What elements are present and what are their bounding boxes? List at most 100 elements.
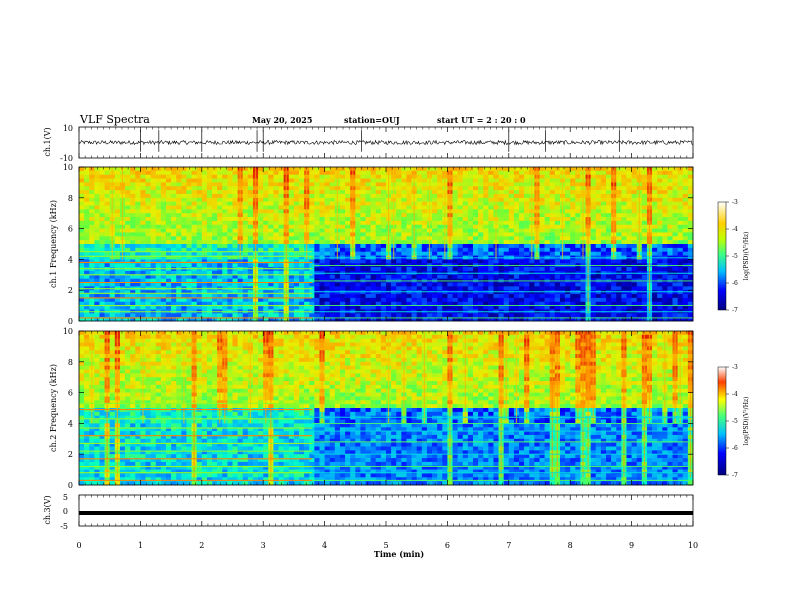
spectrogram-cell <box>565 236 571 241</box>
spectrogram-cell <box>258 244 264 249</box>
spectrogram-cell <box>606 236 612 241</box>
ch1-colorbar-ticks: -3-4-5-6-7 <box>726 199 738 314</box>
spectrogram-cell <box>421 236 428 241</box>
spectrogram-cell <box>350 297 356 303</box>
spectrogram-cell <box>299 182 305 187</box>
spectrogram-cell <box>222 317 228 322</box>
spectrogram-cell <box>570 244 576 249</box>
spectrogram-cell <box>519 301 525 306</box>
spectrogram-cell <box>370 193 377 199</box>
spectrogram-cell <box>667 313 673 318</box>
spectrogram-cell <box>360 301 366 306</box>
spectrogram-cell <box>135 209 141 214</box>
spectrogram-cell <box>396 274 402 279</box>
spectrogram-cell <box>570 182 576 187</box>
spectrogram-cell <box>186 170 192 175</box>
spectrogram-cell <box>119 313 126 318</box>
spectrogram-cell <box>155 297 162 303</box>
spectrogram-cell <box>355 228 361 233</box>
spectrogram-cell <box>135 178 141 183</box>
spectrogram-cell <box>478 286 484 291</box>
spectrogram-cell <box>677 217 684 222</box>
spectrogram-cell <box>570 232 576 237</box>
spectrogram-cell <box>150 170 157 175</box>
spectrogram-cell <box>293 278 300 283</box>
spectrogram-cell <box>181 263 187 268</box>
spectrogram-cell <box>437 193 443 199</box>
spectrogram-cell <box>370 286 377 291</box>
spectrogram-cell <box>370 259 377 264</box>
spectrogram-cell <box>278 167 284 172</box>
spectrogram-cell <box>472 290 479 295</box>
spectrogram-cell <box>513 294 520 299</box>
spectrogram-cell <box>565 294 571 299</box>
spectrogram-cell <box>365 224 371 229</box>
spectrogram-cell <box>380 236 387 241</box>
spectrogram-cell <box>232 255 238 260</box>
spectrogram-cell <box>575 193 581 199</box>
spectrogram-cell <box>595 209 602 214</box>
spectrogram-cell <box>237 259 244 264</box>
spectrogram-cell <box>84 190 90 195</box>
spectrogram-cell <box>513 167 520 172</box>
spectrogram-cell <box>186 205 192 210</box>
spectrogram-cell <box>570 224 576 229</box>
spectrogram-cell <box>672 213 678 218</box>
spectrogram-cell <box>421 170 428 175</box>
spectrogram-cell <box>375 186 382 191</box>
spectrogram-cell <box>524 209 530 214</box>
spectrogram-cell <box>406 259 412 264</box>
spectrogram-cell <box>416 313 423 318</box>
spectrogram-cell <box>682 182 689 187</box>
spectrogram-cell <box>657 193 663 199</box>
spectrogram-cell <box>391 267 397 272</box>
spectrogram-cell <box>606 267 612 272</box>
spectrogram-cell <box>611 290 617 295</box>
spectrogram-cell <box>616 294 622 299</box>
spectrogram-cell <box>186 197 192 202</box>
spectrogram-cell <box>155 263 162 268</box>
spectrogram-cell <box>176 190 182 195</box>
spectrogram-cell <box>314 274 320 279</box>
spectrogram-cell <box>667 178 673 183</box>
spectrogram-cell <box>437 205 443 210</box>
spectrogram-cell <box>212 193 218 199</box>
spectrogram-cell <box>442 317 448 322</box>
spectrogram-cell <box>273 213 279 218</box>
spectrogram-cell <box>483 186 489 191</box>
spectrogram-cell <box>89 232 95 237</box>
spectrogram-cell <box>590 290 597 295</box>
spectrogram-cell <box>590 190 597 195</box>
spectrogram-cell <box>227 201 233 206</box>
spectrogram-cell <box>503 186 510 191</box>
spectrogram-cell <box>508 313 515 318</box>
spectrogram-cell <box>247 190 254 195</box>
spectrogram-cell <box>79 232 85 237</box>
spectrogram-cell <box>657 217 663 222</box>
spectrogram-cell <box>539 205 545 210</box>
spectrogram-cell <box>524 290 530 295</box>
spectrogram-cell <box>268 186 274 191</box>
spectrogram-cell <box>155 274 162 279</box>
spectrogram-cell <box>631 274 638 279</box>
spectrogram-cell <box>309 197 315 202</box>
spectrogram-cell <box>513 236 520 241</box>
spectrogram-cell <box>176 290 182 295</box>
spectrogram-cell <box>278 190 284 195</box>
spectrogram-cell <box>672 170 678 175</box>
spectrogram-cell <box>99 209 105 214</box>
spectrogram-cell <box>329 317 336 322</box>
spectrogram-cell <box>606 247 612 252</box>
spectrogram-cell <box>201 301 208 306</box>
spectrogram-cell <box>79 334 85 339</box>
spectrogram-cell <box>488 240 494 245</box>
spectrogram-cell <box>677 228 684 233</box>
spectrogram-cell <box>181 205 187 210</box>
spectrogram-cell <box>212 263 218 268</box>
spectrogram-cell <box>621 297 627 303</box>
spectrogram-cell <box>652 224 658 229</box>
spectrogram-cell <box>329 220 336 226</box>
spectrogram-cell <box>396 259 402 264</box>
spectrogram-cell <box>421 251 428 256</box>
spectrogram-cell <box>452 209 458 214</box>
